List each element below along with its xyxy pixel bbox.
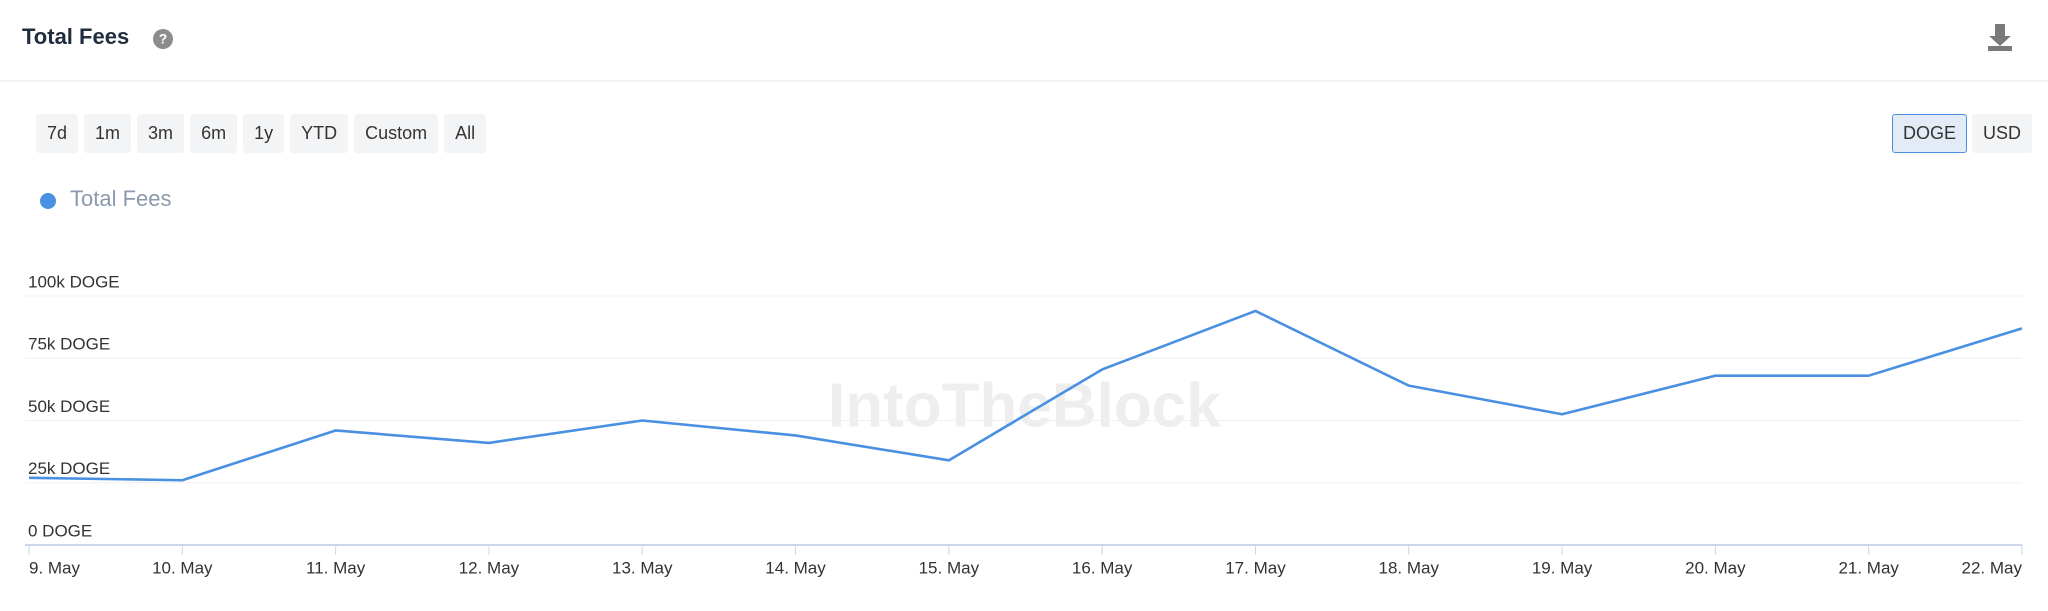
x-tick-label: 20. May (1685, 558, 1746, 577)
x-tick-label: 15. May (919, 558, 980, 577)
x-tick-label: 21. May (1838, 558, 1899, 577)
x-tick-label: 19. May (1532, 558, 1593, 577)
x-tick-label: 12. May (459, 558, 520, 577)
legend-label: Total Fees (70, 186, 172, 211)
toggle-button[interactable]: 1y (243, 114, 285, 153)
page-title: Total Fees (22, 24, 129, 49)
download-icon[interactable] (1988, 24, 2012, 51)
x-tick-label: 16. May (1072, 558, 1133, 577)
legend-marker (40, 193, 56, 209)
y-tick-label: 100k DOGE (28, 272, 120, 291)
x-tick-label: 22. May (1962, 558, 2023, 577)
toggle-button[interactable]: 7d (36, 114, 79, 153)
toggle-button[interactable]: All (444, 114, 487, 153)
x-tick-label: 14. May (765, 558, 826, 577)
toggle-button[interactable]: YTD (290, 114, 349, 153)
data-line (28, 309, 2023, 482)
x-tick-label: 9. May (29, 558, 81, 577)
y-tick-label: 50k DOGE (28, 397, 110, 416)
toggle-button[interactable]: Custom (354, 114, 439, 153)
x-tick-label: 11. May (306, 558, 366, 577)
currency-buttons: DOGE USD (1891, 114, 2032, 153)
toggle-button[interactable]: USD (1971, 114, 2032, 153)
y-tick-label: 25k DOGE (28, 459, 110, 478)
help-icon[interactable] (153, 29, 173, 49)
toggle-button[interactable]: 1m (84, 114, 132, 153)
y-tick-label: 0 DOGE (28, 521, 92, 540)
x-tick-label: 13. May (612, 558, 673, 577)
range-buttons: 7d 1m 3m 6m 1y YTD Custom All (36, 114, 487, 153)
x-tick-label: 17. May (1225, 558, 1286, 577)
toggle-button[interactable]: 6m (190, 114, 238, 153)
watermark: IntoTheBlock (828, 371, 1221, 440)
x-tick-label: 10. May (152, 558, 213, 577)
toggle-button[interactable]: 3m (137, 114, 185, 153)
help-icon-glyph: ? (159, 31, 168, 47)
x-tick-label: 18. May (1379, 558, 1440, 577)
toggle-button[interactable]: DOGE (1891, 114, 1967, 153)
y-tick-label: 75k DOGE (28, 335, 110, 354)
